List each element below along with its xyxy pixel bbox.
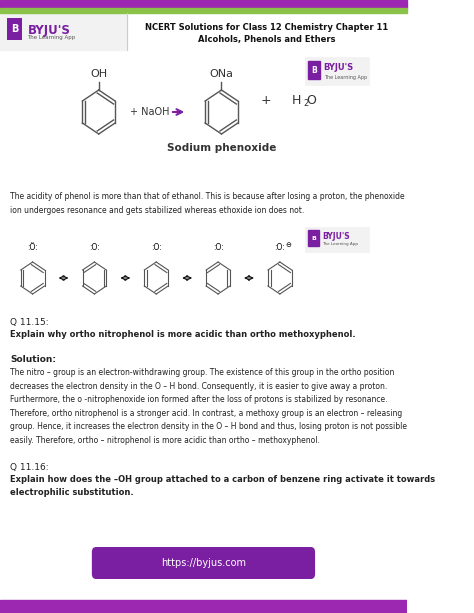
Text: O: O xyxy=(307,94,317,107)
Text: The nitro – group is an electron-withdrawing group. The existence of this group : The nitro – group is an electron-withdra… xyxy=(10,368,407,445)
Text: The acidity of phenol is more than that of ethanol. This is because after losing: The acidity of phenol is more than that … xyxy=(10,192,405,215)
Text: :Ö:: :Ö: xyxy=(27,243,38,252)
Text: The Learning App: The Learning App xyxy=(27,35,76,40)
Text: Q 11.16:: Q 11.16: xyxy=(10,463,49,472)
Text: H: H xyxy=(292,94,301,107)
Bar xyxy=(0,0,407,8)
Bar xyxy=(308,61,320,79)
Text: Explain how does the –OH group attached to a carbon of benzene ring activate it : Explain how does the –OH group attached … xyxy=(10,475,436,497)
FancyBboxPatch shape xyxy=(92,547,315,579)
Text: Explain why ortho nitrophenol is more acidic than ortho methoxyphenol.: Explain why ortho nitrophenol is more ac… xyxy=(10,330,356,339)
Text: ⊖: ⊖ xyxy=(285,242,292,248)
Text: +: + xyxy=(261,94,272,107)
Text: Q 11.15:: Q 11.15: xyxy=(10,318,49,327)
Bar xyxy=(0,8,407,13)
Text: Sodium phenoxide: Sodium phenoxide xyxy=(167,143,276,153)
Text: The Learning App: The Learning App xyxy=(322,242,358,246)
Text: 2: 2 xyxy=(303,99,308,107)
Bar xyxy=(0,13,407,50)
Text: :O:: :O: xyxy=(213,243,223,252)
Text: + NaOH: + NaOH xyxy=(130,107,170,117)
Bar xyxy=(305,227,369,252)
Text: OH: OH xyxy=(90,69,107,79)
Bar xyxy=(0,13,127,50)
Text: ONa: ONa xyxy=(210,69,234,79)
Bar xyxy=(308,230,319,246)
Text: :O:: :O: xyxy=(274,243,285,252)
Text: B: B xyxy=(311,235,316,240)
Text: BYJU'S: BYJU'S xyxy=(324,63,354,72)
Bar xyxy=(0,50,407,190)
Bar xyxy=(7,18,22,40)
Text: The Learning App: The Learning App xyxy=(324,75,367,80)
Text: https://byjus.com: https://byjus.com xyxy=(161,558,246,568)
Text: B: B xyxy=(11,24,18,34)
Text: BYJU'S: BYJU'S xyxy=(322,232,349,240)
Bar xyxy=(0,600,407,613)
Text: Solution:: Solution: xyxy=(10,355,56,364)
Text: :O:: :O: xyxy=(89,243,100,252)
Text: NCERT Solutions for Class 12 Chemistry Chapter 11: NCERT Solutions for Class 12 Chemistry C… xyxy=(146,23,389,31)
Bar xyxy=(305,57,369,85)
Text: Alcohols, Phenols and Ethers: Alcohols, Phenols and Ethers xyxy=(198,34,336,44)
Text: B: B xyxy=(311,66,317,75)
Text: BYJU'S: BYJU'S xyxy=(27,24,70,37)
Text: :O:: :O: xyxy=(151,243,162,252)
